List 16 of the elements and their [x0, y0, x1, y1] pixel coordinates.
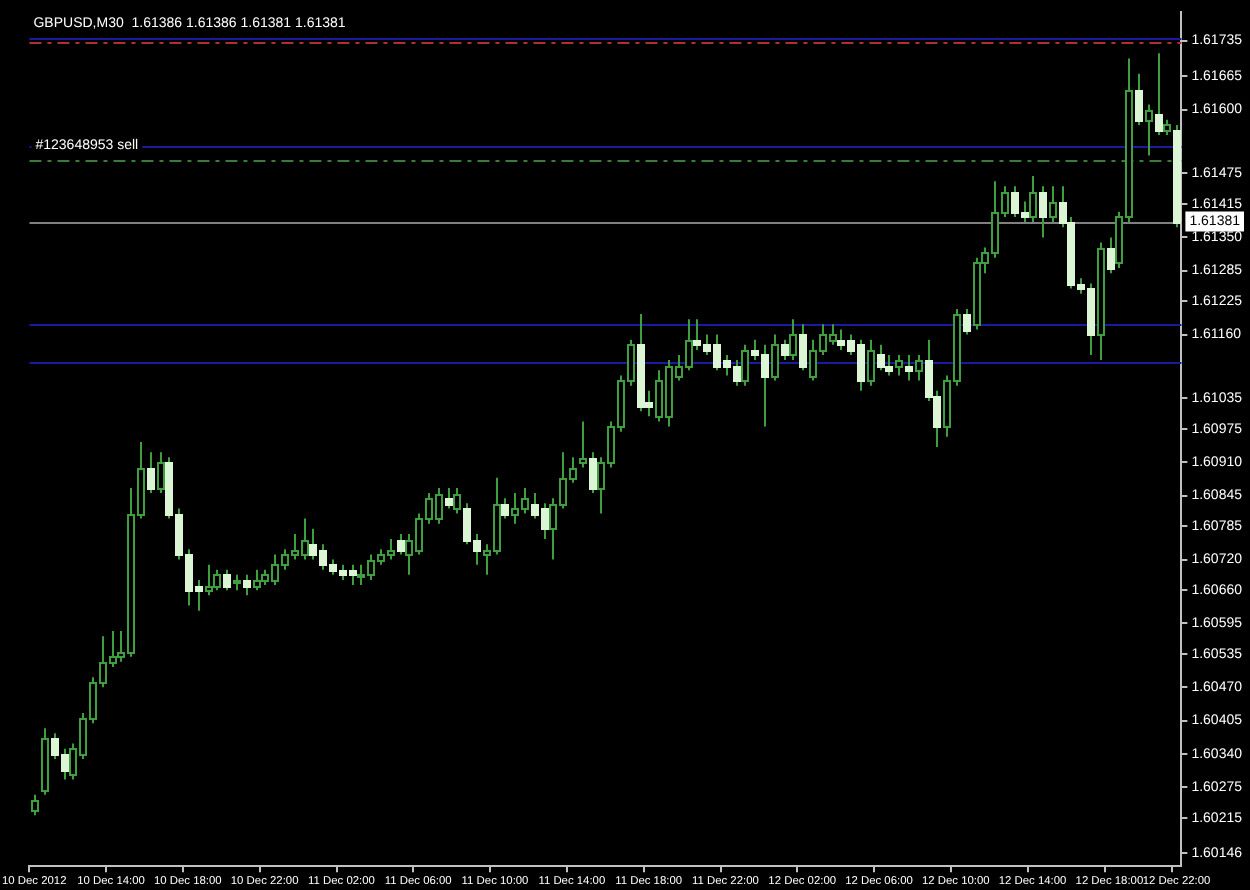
candlestick [579, 420, 587, 469]
candlestick [867, 338, 875, 387]
candlestick [1049, 185, 1057, 224]
candlestick [157, 451, 165, 495]
candlestick [895, 353, 903, 377]
candlestick [205, 563, 213, 597]
candlestick [915, 353, 923, 382]
candlestick [1029, 175, 1037, 224]
candlestick [789, 318, 797, 362]
candlestick [253, 568, 261, 592]
candlestick [31, 793, 39, 817]
candlestick [1145, 103, 1153, 157]
candlestick [213, 568, 221, 592]
candlestick [771, 333, 779, 382]
candlestick [453, 486, 461, 515]
candlestick [741, 343, 749, 387]
